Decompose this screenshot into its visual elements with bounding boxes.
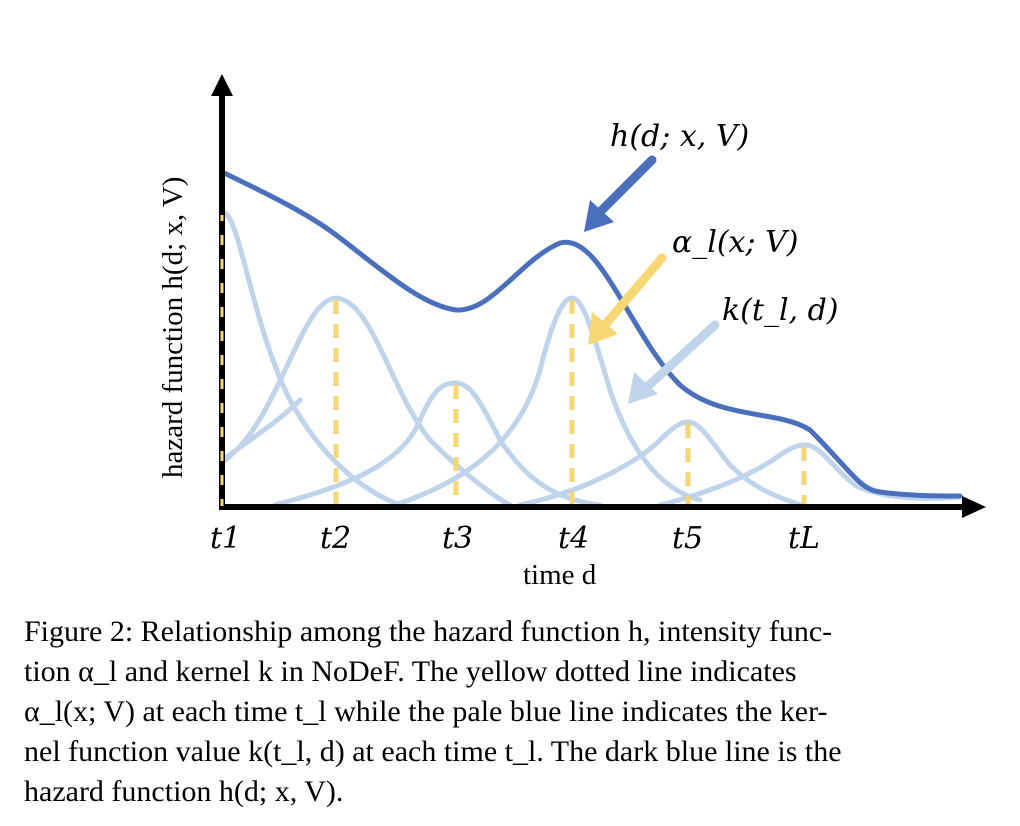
hazard-arrow-head	[584, 200, 614, 232]
kernel-curve-t2	[222, 295, 513, 508]
hazard-label: h(d; x, V)	[610, 119, 749, 154]
alpha-arrow	[599, 253, 667, 331]
x-axis-label: time d	[523, 559, 597, 591]
tick-label-t1: t1	[210, 521, 241, 556]
caption-line: nel function value k(t_l, d) at each tim…	[24, 735, 842, 768]
caption-line: tion α_l and kernel k in NoDeF. The yell…	[24, 655, 797, 688]
x-axis-arrowhead	[962, 496, 986, 518]
y-axis-arrowhead	[211, 74, 233, 96]
caption-line: α_l(x; V) at each time t_l while the pal…	[24, 695, 828, 728]
tick-label-t3: t3	[442, 521, 473, 556]
kernel-curves	[219, 209, 963, 508]
alpha-label: α_l(x; V)	[672, 225, 799, 260]
tick-label-t2: t2	[320, 521, 351, 556]
hazard-diagram: h(d; x, V) α_l(x; V) k(t_l, d) hazard fu…	[157, 74, 986, 591]
axes	[211, 74, 986, 518]
tick-label-t4: t4	[558, 521, 589, 556]
kernel-label: k(t_l, d)	[722, 293, 839, 328]
alpha-arrow-head	[588, 312, 618, 345]
tick-labels: t1 t2 t3 t4 t5 tL	[210, 521, 820, 556]
kernel-curve-t1	[219, 209, 403, 508]
kernel-curve-t4	[392, 295, 703, 508]
tick-label-tL: tL	[788, 521, 820, 556]
caption-line: Figure 2: Relationship among the hazard …	[24, 615, 833, 648]
y-axis-label: hazard function h(d; x, V)	[157, 177, 189, 478]
hazard-arrow	[593, 155, 657, 219]
hazard-curve	[219, 169, 963, 499]
kernel-curve-t3	[272, 380, 603, 508]
kernel-arrow-head	[628, 372, 658, 404]
figure-caption: Figure 2: Relationship among the hazard …	[24, 612, 1006, 812]
caption-line: hazard function h(d; x, V).	[24, 775, 344, 808]
tick-label-t5: t5	[672, 521, 703, 556]
kernel-arrow	[641, 320, 720, 393]
kernel-curve-t5	[517, 419, 803, 508]
annotation-arrows	[584, 155, 720, 404]
